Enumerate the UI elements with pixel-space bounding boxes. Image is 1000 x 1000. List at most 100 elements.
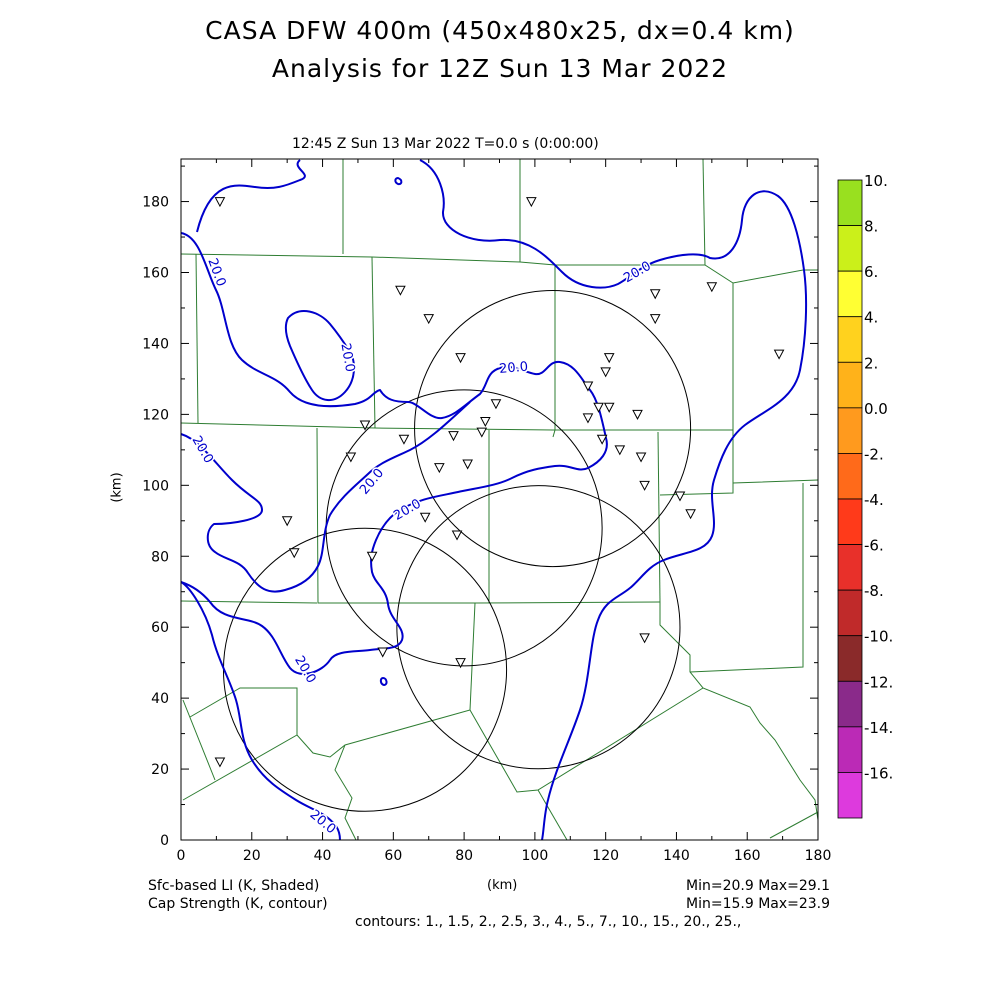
contour-line [180, 401, 471, 593]
cap-strength-contours [180, 159, 808, 841]
boundary-line [195, 253, 199, 424]
colorbar-swatch [837, 544, 863, 591]
station-marker [603, 353, 615, 364]
station-marker [480, 416, 491, 428]
boundary-line [659, 602, 819, 821]
station-marker [395, 285, 406, 296]
station-marker [614, 445, 626, 456]
x-tick-label: 0 [177, 848, 186, 864]
colorbar-label: -14. [864, 719, 893, 737]
colorbar-label: 10. [864, 172, 888, 190]
axes: 0 20 40 60 80 100 120 140 160 180 0 20 40 60 80 100 120 1… [142, 159, 831, 864]
contour-label: 20.0 [357, 466, 387, 498]
contour-label: 20.0 [337, 342, 357, 373]
colorbar-label: 0.0 [864, 400, 888, 418]
valid-time-label: 12:45 Z Sun 13 Mar 2022 T=0.0 s (0:00:00… [292, 136, 599, 152]
x-tick-label: 40 [314, 848, 332, 864]
station-marker [526, 197, 537, 208]
y-tick-label: 160 [142, 266, 169, 282]
colorbar-swatch [837, 498, 863, 545]
station-marker [398, 434, 410, 445]
station-marker [214, 197, 226, 208]
station-marker [377, 647, 389, 658]
x-tick-label: 100 [522, 848, 549, 864]
colorbar-label: -16. [864, 764, 893, 782]
station-marker [632, 409, 643, 420]
y-tick-label: 80 [151, 549, 169, 565]
boundary-line [537, 789, 568, 841]
x-tick-label: 160 [734, 848, 761, 864]
station-marker [419, 512, 431, 523]
station-marker [345, 452, 357, 463]
station-marker [685, 509, 696, 520]
colorbar-swatch [837, 453, 863, 500]
boundary-line [659, 479, 819, 496]
x-axis-label: (km) [487, 878, 518, 893]
y-tick-label: 40 [151, 691, 169, 707]
range-ring [414, 290, 692, 568]
colorbar-swatch [837, 270, 863, 318]
contour-line [196, 159, 808, 841]
colorbar-swatch [837, 726, 863, 773]
contour-field-label: Cap Strength (K, contour) [148, 896, 328, 912]
boundary-line [769, 811, 819, 839]
boundary-line [469, 687, 704, 793]
colorbar-swatch [837, 680, 863, 728]
range-ring [396, 485, 681, 770]
boundary-line [180, 253, 818, 284]
station-marker [706, 282, 718, 293]
station-marker [593, 402, 604, 413]
colorbar-swatch [837, 772, 863, 819]
station-marker [455, 353, 466, 364]
colorbar-label: -10. [864, 628, 893, 646]
shaded-minmax: Min=20.9 Max=29.1 [686, 878, 831, 894]
boundary-line [180, 600, 318, 604]
colorbar-label: -6. [864, 537, 884, 555]
station-marker [773, 349, 785, 360]
y-tick-label: 60 [151, 620, 169, 636]
colorbar: 10. 8. 6. 4. 2. 0.0 -2. -4. -6. -8. -10. -12. -14. -1… [837, 172, 893, 819]
contour-labels: 20.020.020.020.020.020.020.020.020.0 [187, 255, 655, 839]
x-tick-label: 120 [592, 848, 619, 864]
y-tick-label: 120 [142, 407, 169, 423]
colorbar-swatch [837, 316, 863, 363]
boundary-line [371, 256, 376, 429]
station-marker [649, 289, 661, 300]
station-markers [214, 197, 785, 768]
station-marker [455, 658, 466, 669]
station-marker [476, 427, 488, 438]
y-tick-label: 20 [151, 762, 169, 778]
x-tick-label: 180 [805, 848, 832, 864]
contour-line [284, 310, 355, 401]
chart-title-line1: CASA DFW 400m (450x480x25, dx=0.4 km) [205, 16, 795, 45]
boundary-line [189, 687, 298, 735]
station-marker [451, 530, 463, 541]
station-marker [288, 548, 300, 559]
contour-label: 20.0 [621, 259, 654, 286]
boundary-line [316, 427, 661, 604]
station-marker [635, 452, 647, 463]
contour-label: 20.0 [188, 434, 215, 467]
colorbar-swatch [837, 407, 863, 454]
y-tick-label: 0 [160, 833, 169, 849]
colorbar-label: -2. [864, 445, 884, 463]
x-tick-label: 20 [243, 848, 261, 864]
station-marker [582, 381, 594, 392]
station-marker [582, 413, 594, 424]
station-marker [281, 516, 293, 527]
colorbar-label: 4. [864, 309, 878, 327]
station-marker [674, 491, 686, 502]
county-boundaries [180, 158, 819, 841]
contour-levels: contours: 1., 1.5, 2., 2.5, 3., 4., 5., … [355, 914, 742, 930]
chart-title-line2: Analysis for 12Z Sun 13 Mar 2022 [271, 54, 729, 83]
boundary-line [182, 699, 216, 781]
station-marker [596, 434, 608, 445]
colorbar-swatch [837, 225, 863, 272]
station-marker [434, 463, 445, 474]
station-marker [490, 399, 502, 410]
station-marker [359, 420, 371, 431]
colorbar-label: 8. [864, 218, 878, 236]
station-marker [639, 480, 650, 491]
contour-label: 20.0 [291, 653, 318, 686]
